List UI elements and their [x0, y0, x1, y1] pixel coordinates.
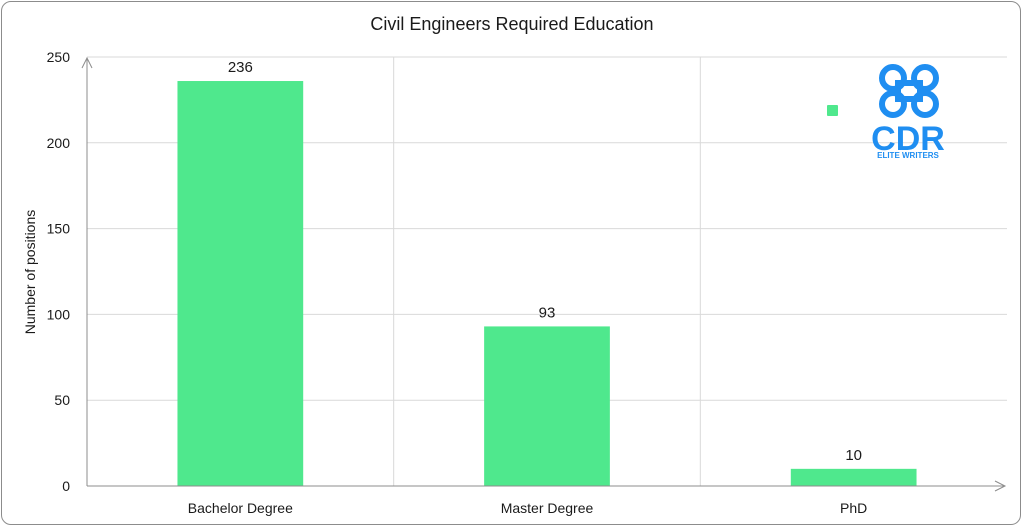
logo-text: CDR: [871, 120, 945, 158]
data-label: 10: [845, 447, 862, 464]
y-tick-label: 100: [47, 306, 71, 322]
logo-subtitle: ELITE WRITERS: [877, 151, 939, 160]
chart-title: Civil Engineers Required Education: [370, 14, 653, 34]
bar: [177, 81, 304, 487]
y-tick-label: 0: [62, 478, 70, 494]
x-tick-label: Bachelor Degree: [188, 500, 293, 516]
data-label: 236: [228, 59, 253, 76]
bar: [790, 468, 917, 486]
y-tick-label: 150: [47, 221, 71, 237]
y-tick-label: 250: [47, 49, 71, 65]
x-tick-labels: Bachelor Degree Master Degree PhD: [188, 500, 867, 516]
data-label: 93: [539, 304, 556, 321]
command-knot-icon: [879, 64, 939, 118]
bars: [177, 81, 917, 487]
bar: [484, 326, 610, 486]
legend-marker: [827, 105, 838, 116]
x-tick-label: Master Degree: [501, 500, 594, 516]
y-tick-label: 200: [47, 135, 71, 151]
y-tick-labels: 0 50 100 150 200 250: [47, 49, 71, 494]
x-axis-arrow: [994, 480, 1007, 492]
x-tick-label: PhD: [840, 500, 867, 516]
y-axis-arrow: [81, 56, 93, 69]
axes: [81, 56, 1007, 492]
y-axis-label: Number of positions: [22, 210, 38, 335]
cdr-logo: CDR ELITE WRITERS: [871, 64, 945, 160]
y-tick-label: 50: [54, 392, 70, 408]
data-labels: 236 93 10: [228, 59, 862, 464]
